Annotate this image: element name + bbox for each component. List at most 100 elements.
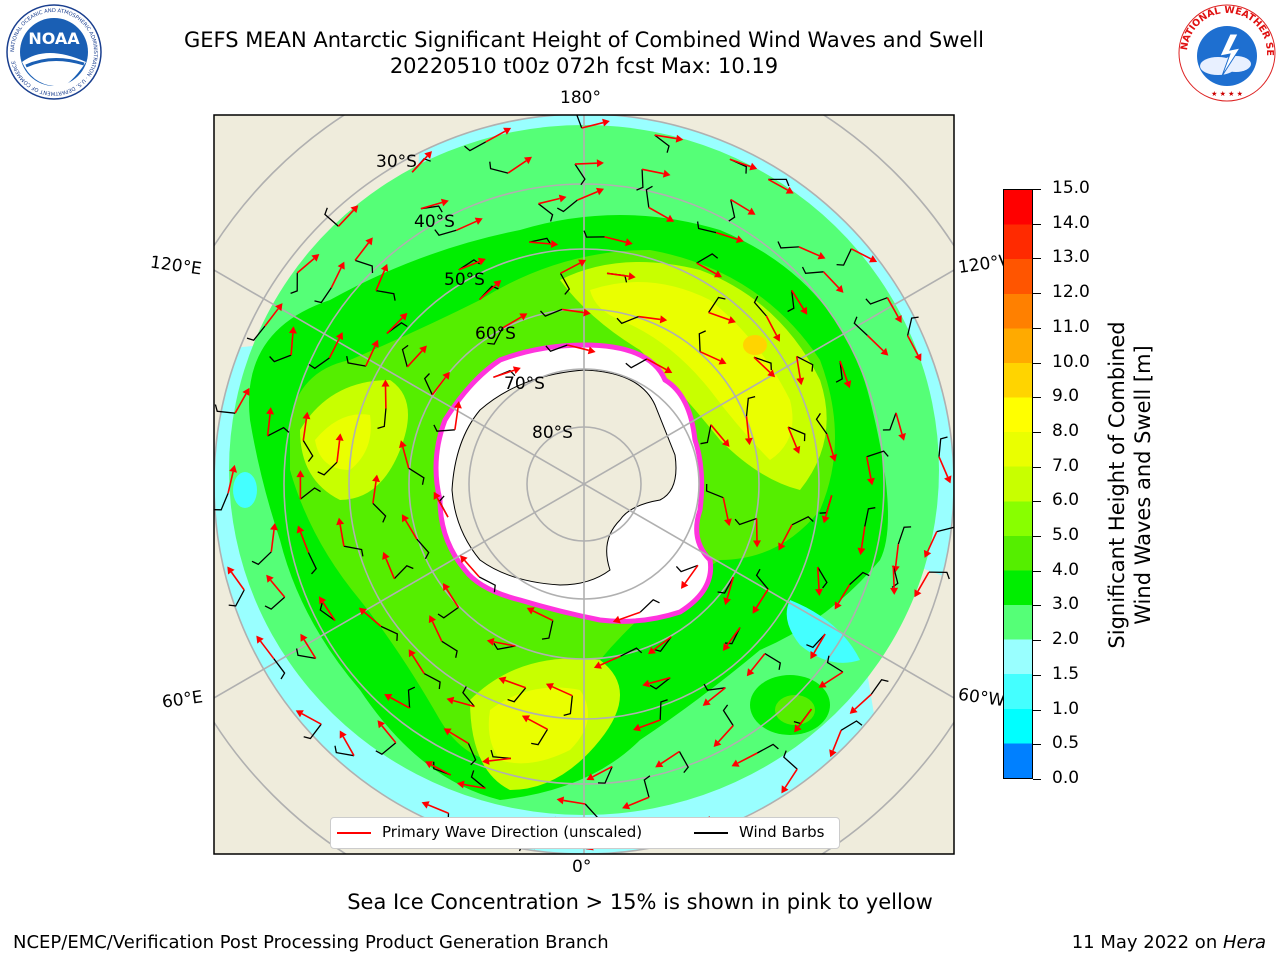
wind-barb <box>708 296 726 313</box>
wave-arrow-head <box>335 433 344 441</box>
wind-barb <box>377 408 387 430</box>
colorbar-tick-mark <box>1033 466 1041 468</box>
wave-arrow-head <box>796 377 805 386</box>
wave-arrow <box>560 262 581 275</box>
wave-arrow-head <box>266 407 274 415</box>
wave-arrow-head <box>442 371 450 380</box>
wave-arrow-head <box>526 607 535 615</box>
wind-barb <box>806 633 826 649</box>
wind-barb <box>840 720 863 731</box>
wind-barb <box>864 507 876 527</box>
wind-barb <box>372 502 387 523</box>
wave-arrow-head <box>767 369 776 378</box>
wind-barb <box>865 297 888 305</box>
wind-barb <box>214 404 236 414</box>
noaa-logo: NATIONAL OCEANIC AND ATMOSPHERIC ADMINIS… <box>6 4 102 100</box>
wave-arrow <box>710 424 726 443</box>
wind-barb <box>849 571 870 586</box>
colorbar-title: Significant Height of Combined Wind Wave… <box>1104 321 1156 648</box>
wave-arrow <box>234 393 247 414</box>
wave-arrow-head <box>477 257 486 266</box>
wind-barb <box>870 678 889 695</box>
wave-arrow-head <box>818 680 827 688</box>
colorbar-tick-mark <box>1033 674 1041 676</box>
colorbar-tick-label: 0.5 <box>1052 733 1080 754</box>
wave-arrow-head <box>384 694 393 701</box>
wave-arrow-head <box>339 730 347 739</box>
wave-arrow <box>365 345 376 367</box>
wind-barb <box>380 625 398 641</box>
wave-arrow <box>850 248 872 260</box>
wave-arrow-head <box>714 270 722 278</box>
wave-arrow-head <box>914 589 922 598</box>
wind-barb <box>616 315 639 325</box>
wind-barb <box>420 205 443 213</box>
footer-right: 11 May 2022 on Hera <box>1072 932 1266 953</box>
wind-barb <box>302 440 314 462</box>
wave-arrow-head <box>266 574 274 583</box>
wind-barb-swatch <box>694 832 728 834</box>
wave-arrow <box>823 671 844 685</box>
wave-arrow-head <box>446 696 455 705</box>
wave-arrow <box>479 284 497 301</box>
wave-arrow-head <box>713 739 722 747</box>
wave-arrow-head <box>460 555 468 564</box>
wave-arrow <box>290 333 294 356</box>
colorbar-tick-label: 1.5 <box>1052 663 1080 684</box>
wind-barb <box>299 487 321 500</box>
wave-arrow <box>230 571 245 591</box>
wave-arrow-head <box>302 411 311 420</box>
wave-arrow <box>730 198 750 212</box>
colorbar-tick-label: 0.0 <box>1052 768 1080 788</box>
wind-barb <box>815 413 828 435</box>
wave-arrow-head <box>857 547 866 556</box>
wave-arrow-head <box>486 637 495 646</box>
colorbar-tick-label: 5.0 <box>1052 525 1080 546</box>
wave-arrow <box>322 601 336 621</box>
wave-arrow <box>567 344 589 352</box>
wave-arrow <box>455 220 477 232</box>
wind-barb <box>540 308 563 317</box>
wave-arrow <box>639 719 661 729</box>
wave-arrow-head <box>612 615 621 624</box>
wave-arrow <box>816 567 820 590</box>
wave-arrow <box>726 627 741 646</box>
lat-label-30s: 30°S <box>376 152 417 172</box>
wind-barb <box>936 526 954 533</box>
wave-arrow <box>574 162 597 165</box>
wave-arrow-head <box>433 491 441 500</box>
wave-arrow <box>684 564 699 584</box>
wind-barb <box>264 596 286 610</box>
wave-arrow <box>646 358 667 371</box>
wave-arrow-head <box>834 601 842 610</box>
wave-arrow-head <box>735 235 744 244</box>
wave-arrow-head <box>815 588 823 596</box>
wind-barb <box>246 325 266 341</box>
wave-arrow <box>453 699 475 708</box>
wave-arrow <box>386 317 403 334</box>
wave-arrow-head <box>890 587 899 595</box>
wind-barb <box>645 185 653 208</box>
wind-barb <box>529 237 552 245</box>
wave-arrow-head <box>493 280 502 288</box>
wave-arrow-head <box>817 252 826 260</box>
colorbar-tick-label: 3.0 <box>1052 594 1080 615</box>
wave-arrow <box>638 315 661 321</box>
svg-text:NOAA: NOAA <box>28 29 80 48</box>
wind-barb <box>787 426 806 442</box>
wind-barb <box>273 658 286 680</box>
wave-arrow-head <box>300 633 308 642</box>
wind-barb <box>728 199 736 222</box>
colorbar-tick-mark <box>1033 327 1041 329</box>
wave-arrow-head <box>295 710 304 718</box>
wave-arrow-head <box>521 715 530 723</box>
wave-arrow-head <box>727 316 736 324</box>
antarctica <box>451 369 677 586</box>
wave-arrow <box>501 316 522 329</box>
wave-arrow <box>839 360 849 382</box>
wave-arrow <box>865 456 872 479</box>
lat-label-50s: 50°S <box>444 270 485 290</box>
wave-arrow <box>707 687 726 703</box>
wind-barb <box>214 492 229 511</box>
